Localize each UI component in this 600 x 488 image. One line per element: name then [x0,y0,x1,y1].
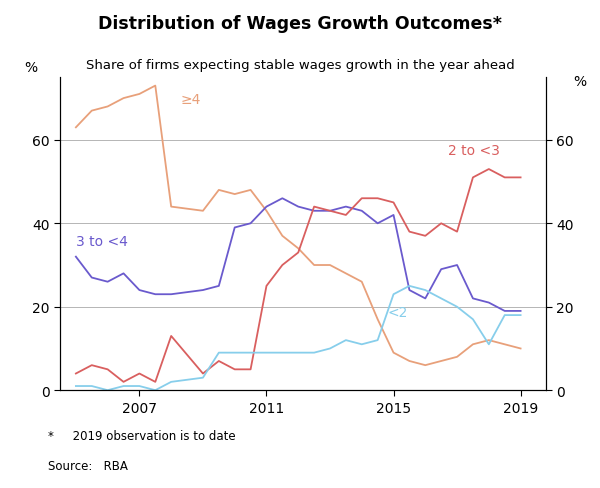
Text: *     2019 observation is to date: * 2019 observation is to date [48,429,236,443]
Y-axis label: %: % [574,75,587,89]
Text: Distribution of Wages Growth Outcomes*: Distribution of Wages Growth Outcomes* [98,15,502,33]
Text: <2: <2 [387,305,407,320]
Y-axis label: %: % [24,61,37,75]
Text: Share of firms expecting stable wages growth in the year ahead: Share of firms expecting stable wages gr… [86,59,514,72]
Text: ≥4: ≥4 [181,93,201,107]
Text: 3 to <4: 3 to <4 [76,235,128,249]
Text: 2 to <3: 2 to <3 [448,143,499,157]
Text: Source:   RBA: Source: RBA [48,459,128,472]
